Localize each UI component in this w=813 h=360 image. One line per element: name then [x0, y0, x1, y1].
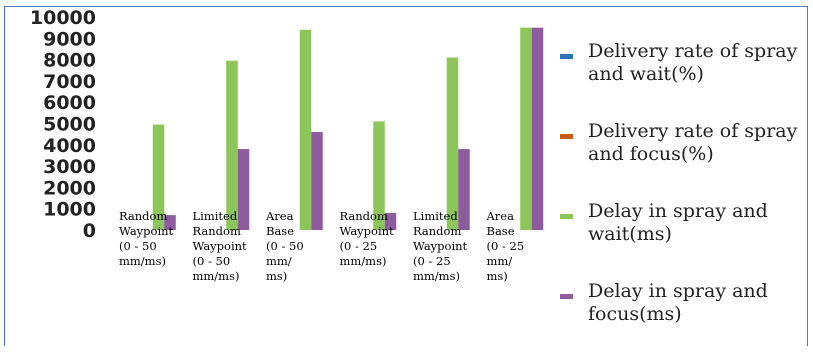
- chart-frame: [4, 6, 808, 346]
- legend-swatch: [560, 294, 573, 299]
- bar: [446, 57, 459, 230]
- chart-plot: 1000090008000700060005000400030002000100…: [30, 7, 544, 283]
- bar: [384, 212, 397, 230]
- x-tick-label: Limited Random Waypoint (0 - 50 mm/ms): [193, 209, 248, 283]
- y-tick-label: 5000: [43, 114, 96, 136]
- y-tick-label: 6000: [43, 92, 96, 114]
- y-tick-label: 7000: [43, 71, 96, 93]
- bar: [152, 124, 165, 230]
- x-tick-label: Random Waypoint (0 - 25 mm/ms): [340, 209, 395, 268]
- bar: [311, 132, 323, 230]
- legend-swatch: [560, 214, 573, 219]
- legend-item: Delay in spray and wait(ms): [560, 200, 805, 280]
- legend-label: Delay in spray and wait(ms): [588, 200, 768, 245]
- y-tick-label: 3000: [43, 156, 96, 178]
- legend-label: Delay in spray and focus(ms): [588, 280, 768, 325]
- bar: [531, 27, 544, 231]
- bar: [299, 29, 312, 231]
- legend-swatch: [560, 134, 573, 139]
- legend-item: Delay in spray and focus(ms): [560, 280, 805, 360]
- y-tick-label: 1000: [43, 199, 96, 221]
- legend-item: Delivery rate of spray and focus(%): [560, 120, 805, 200]
- bar: [520, 27, 532, 231]
- y-tick-label: 2000: [43, 177, 96, 199]
- x-tick-label: Area Base (0 - 25 mm/ms): [486, 209, 525, 283]
- x-axis-ticks: Random Waypoint (0 - 50 mm/ms) Limited Random…: [119, 209, 524, 283]
- legend-label: Delivery rate of spray and wait(%): [588, 40, 798, 85]
- y-tick-label: 10000: [30, 7, 96, 29]
- x-tick-label: Limited Random Waypoint (0 - 25 mm/ms): [413, 209, 468, 283]
- bar: [226, 60, 238, 230]
- y-tick-label: 8000: [43, 50, 96, 72]
- bars: [152, 27, 544, 231]
- y-tick-label: 0: [83, 220, 96, 242]
- bar: [373, 121, 385, 230]
- legend-swatch: [560, 54, 573, 59]
- legend-item: Delivery rate of spray and wait(%): [560, 40, 805, 120]
- y-tick-label: 9000: [43, 28, 96, 50]
- x-tick-label: Random Waypoint (0 - 50 mm/ms): [119, 209, 174, 268]
- bar: [237, 149, 250, 230]
- bar: [458, 149, 470, 230]
- legend: Delivery rate of spray and wait(%) Delive…: [560, 40, 805, 360]
- x-tick-label: Area Base (0 - 50 mm/ms): [265, 209, 304, 283]
- bar: [164, 215, 176, 230]
- legend-label: Delivery rate of spray and focus(%): [588, 120, 798, 165]
- y-axis-ticks: 1000090008000700060005000400030002000100…: [30, 7, 96, 242]
- y-tick-label: 4000: [43, 135, 96, 157]
